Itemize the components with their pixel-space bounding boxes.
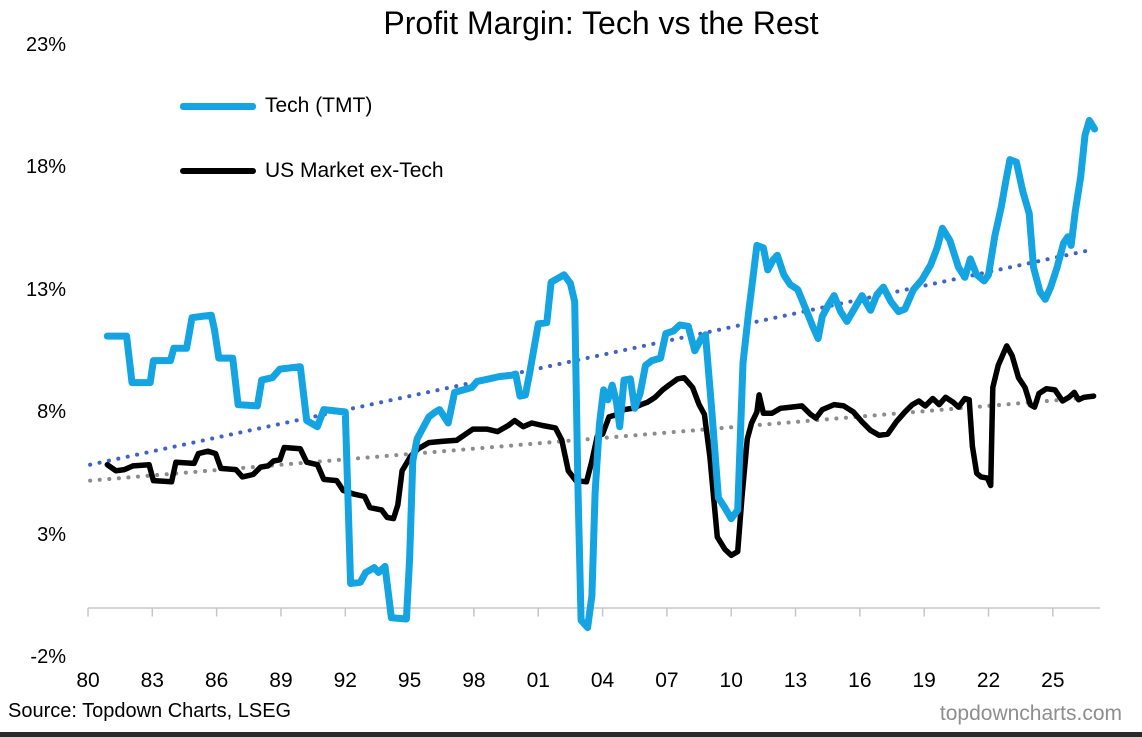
x-axis-label: 16 [848,669,872,692]
x-axis-label: 98 [462,669,486,692]
x-axis-label: 92 [333,669,357,692]
legend-label-us-market-ex-tech: US Market ex-Tech [265,159,444,182]
market-trend-line [88,395,1094,483]
tech-trend-line [88,248,1092,467]
y-axis-label: -2% [30,646,66,668]
y-axis-label: 13% [25,278,66,301]
legend-label-tech: Tech (TMT) [265,94,373,117]
x-axis-label: 10 [719,669,743,692]
x-axis-label: 13 [783,669,808,692]
bottom-border [0,732,1142,737]
y-axis-label: 3% [37,523,66,546]
market-line-swatch [180,168,256,174]
y-axis-label: 23% [25,33,66,56]
x-axis-label: 19 [912,669,936,692]
legend-item-tech: Tech (TMT) [180,93,444,119]
legend: Tech (TMT) US Market ex-Tech [180,93,444,184]
x-axis-label: 04 [590,669,615,692]
market-line [104,343,1097,559]
x-axis-label: 86 [204,669,229,692]
y-axis-label: 18% [25,156,66,178]
tech-line [103,117,1099,632]
page-title: Profit Margin: Tech vs the Rest [383,5,819,41]
x-axis-label: 25 [1041,669,1065,692]
x-axis-label: 80 [76,669,100,692]
x-axis-label: 89 [269,669,293,692]
x-axis-label: 22 [976,669,1001,692]
watermark: topdowncharts.com [939,702,1122,725]
x-axis-label: 07 [655,669,679,692]
y-axis-label: 8% [37,401,66,423]
x-axis-label: 01 [526,669,550,692]
x-axis-label: 95 [397,669,422,692]
tech-line-swatch [180,102,256,110]
source-note: Source: Topdown Charts, LSEG [8,700,292,722]
legend-item-us-market-ex-tech: US Market ex-Tech [180,158,444,184]
x-axis-label: 83 [140,669,164,692]
